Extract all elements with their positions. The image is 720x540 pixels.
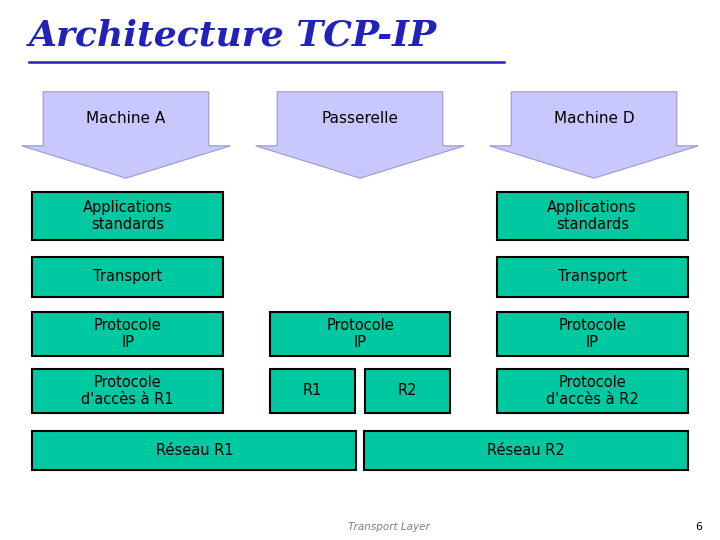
Text: Machine D: Machine D (554, 111, 634, 126)
Polygon shape (22, 92, 230, 178)
Text: Protocole
IP: Protocole IP (558, 318, 626, 350)
Polygon shape (490, 92, 698, 178)
Text: Protocole
IP: Protocole IP (326, 318, 394, 350)
Text: R2: R2 (397, 383, 418, 399)
FancyBboxPatch shape (365, 369, 450, 413)
Text: Transport Layer: Transport Layer (348, 522, 430, 532)
FancyBboxPatch shape (497, 312, 688, 356)
Text: 6: 6 (695, 522, 702, 532)
Text: R1: R1 (303, 383, 322, 399)
Text: Machine A: Machine A (86, 111, 166, 126)
Text: Passerelle: Passerelle (322, 111, 398, 126)
FancyBboxPatch shape (497, 369, 688, 413)
FancyBboxPatch shape (32, 431, 356, 470)
FancyBboxPatch shape (270, 312, 450, 356)
Text: Protocole
d'accès à R1: Protocole d'accès à R1 (81, 375, 174, 407)
Text: Architecture TCP-IP: Architecture TCP-IP (29, 19, 437, 53)
Text: Réseau R2: Réseau R2 (487, 443, 564, 458)
FancyBboxPatch shape (497, 256, 688, 297)
Text: Protocole
d'accès à R2: Protocole d'accès à R2 (546, 375, 639, 407)
Text: Transport: Transport (557, 269, 627, 284)
FancyBboxPatch shape (32, 312, 223, 356)
Text: Protocole
IP: Protocole IP (94, 318, 162, 350)
FancyBboxPatch shape (497, 192, 688, 240)
FancyBboxPatch shape (364, 431, 688, 470)
Text: Réseau R1: Réseau R1 (156, 443, 233, 458)
FancyBboxPatch shape (32, 369, 223, 413)
FancyBboxPatch shape (32, 256, 223, 297)
FancyBboxPatch shape (32, 192, 223, 240)
Polygon shape (256, 92, 464, 178)
FancyBboxPatch shape (270, 369, 355, 413)
Text: Transport: Transport (93, 269, 163, 284)
Text: Applications
standards: Applications standards (83, 200, 173, 232)
Text: Applications
standards: Applications standards (547, 200, 637, 232)
